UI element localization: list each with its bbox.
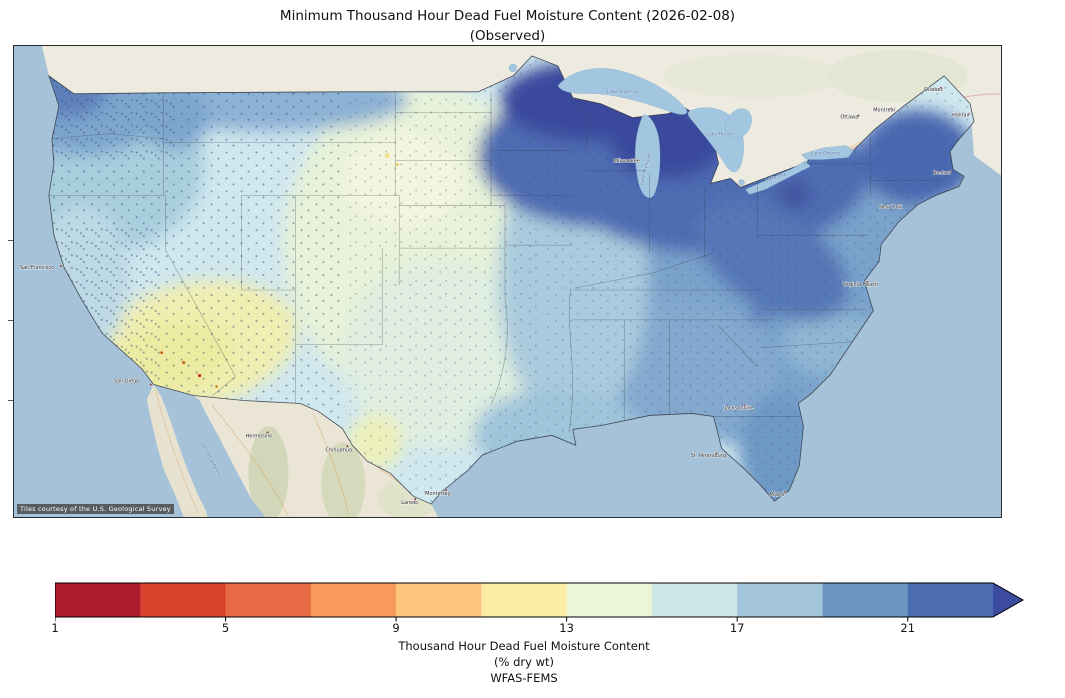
state-boundaries xyxy=(48,91,941,433)
colorbar-segment xyxy=(822,583,909,617)
city-marker xyxy=(782,490,786,494)
map-city-label: Milwaukee xyxy=(614,159,640,165)
map-city-label: St. Petersburg xyxy=(691,453,726,459)
y-axis-tick xyxy=(8,240,13,241)
map-city-label: San Francisco xyxy=(20,265,54,271)
map-city-label: Hermosillo xyxy=(246,433,272,439)
colorbar-segment xyxy=(566,583,653,617)
colorbar-segment xyxy=(310,583,397,617)
pacific-inlet xyxy=(20,64,56,107)
dry-station-dots xyxy=(160,153,400,388)
baja-peninsula xyxy=(146,384,208,517)
map-city-label: Halifax xyxy=(952,113,969,119)
map-canvas: San Francisco San Diego Hermosillo Chihuahu… xyxy=(13,45,1002,518)
colorbar-tick-labels: 1 5 9 13 17 21 xyxy=(51,621,1030,635)
city-marker xyxy=(865,280,869,284)
colorbar-title-line3: WFAS-FEMS xyxy=(490,670,558,685)
colorbar-segment xyxy=(907,583,994,617)
baja-road xyxy=(155,389,199,515)
map-city-label: New York xyxy=(879,204,902,210)
canada-terrain xyxy=(662,53,843,98)
city-marker xyxy=(939,86,943,90)
colorbar-segment xyxy=(651,583,738,617)
colorbar-tick-label: 9 xyxy=(392,621,400,635)
map-city-label: Montreal xyxy=(873,108,895,114)
colorbar-tick-label: 5 xyxy=(221,621,230,635)
colorbar-extend-arrow xyxy=(993,583,1023,617)
city-marker xyxy=(948,169,952,173)
colorbar-tick-label: 21 xyxy=(900,621,916,635)
map-city-label: Quebec xyxy=(924,87,943,93)
figure-title-line2: (Observed) xyxy=(469,27,546,44)
colorbar-outline xyxy=(54,582,1025,618)
great-lakes xyxy=(508,63,854,198)
map-city-label: Jacksonville xyxy=(724,405,754,411)
map-city-label: Boston xyxy=(933,170,950,176)
city-marker xyxy=(889,107,893,111)
map-water-label: Lake Huron xyxy=(706,132,732,138)
city-marker xyxy=(444,488,448,492)
map-city-label: Laredo xyxy=(401,500,418,506)
map-city-label: Virginia Beach xyxy=(842,282,878,288)
map-attribution: Tiles courtesy of the U.S. Geological Su… xyxy=(17,504,174,514)
colorbar-svg xyxy=(54,582,1025,622)
map-city-label: San Diego xyxy=(114,379,139,385)
map-city-label: Chihuahua xyxy=(325,447,352,453)
y-axis-tick xyxy=(8,400,13,401)
city-marker xyxy=(59,264,63,268)
colorbar-segment xyxy=(737,583,823,617)
colorbar-segment xyxy=(396,583,482,617)
map-water-label: Lake Ontario xyxy=(811,151,841,157)
colorbar xyxy=(54,582,1030,626)
colorbar-tick-label: 13 xyxy=(559,621,574,635)
mexico-road xyxy=(313,414,349,515)
city-marker xyxy=(149,383,153,387)
colorbar-title-line2: (% dry wt) xyxy=(494,654,554,669)
map-city-label: Miami xyxy=(769,492,784,498)
map-svg: San Francisco San Diego Hermosillo Chihuahu… xyxy=(14,46,1001,517)
city-marker xyxy=(743,403,747,407)
figure-title-line1: Minimum Thousand Hour Dead Fuel Moisture… xyxy=(279,8,736,24)
city-marker xyxy=(715,451,719,455)
city-marker xyxy=(967,112,971,116)
city-marker xyxy=(633,158,637,162)
colorbar-segment xyxy=(55,583,141,617)
colorbar-segment xyxy=(225,583,312,617)
colorbar-title-line1: Thousand Hour Dead Fuel Moisture Content xyxy=(398,639,650,653)
map-water-label: Lake Superior xyxy=(607,89,640,95)
map-city-label: Monterrey xyxy=(425,491,450,497)
city-marker xyxy=(856,114,860,118)
mexico-road xyxy=(211,404,289,517)
colorbar-segment xyxy=(140,583,227,617)
colorbar-title: Thousand Hour Dead Fuel Moisture Content… xyxy=(55,639,993,686)
city-marker xyxy=(897,203,901,207)
colorbar-tick-label: 17 xyxy=(729,621,745,635)
colorbar-tick-label: 1 xyxy=(51,621,59,635)
colorbar-segment xyxy=(481,583,568,617)
map-city-label: Ottawa xyxy=(840,115,858,121)
city-marker xyxy=(413,497,417,501)
city-marker xyxy=(265,430,269,434)
city-marker xyxy=(345,444,349,448)
y-axis-tick xyxy=(8,320,13,321)
figure-title: Minimum Thousand Hour Dead Fuel Moisture… xyxy=(13,7,1002,46)
